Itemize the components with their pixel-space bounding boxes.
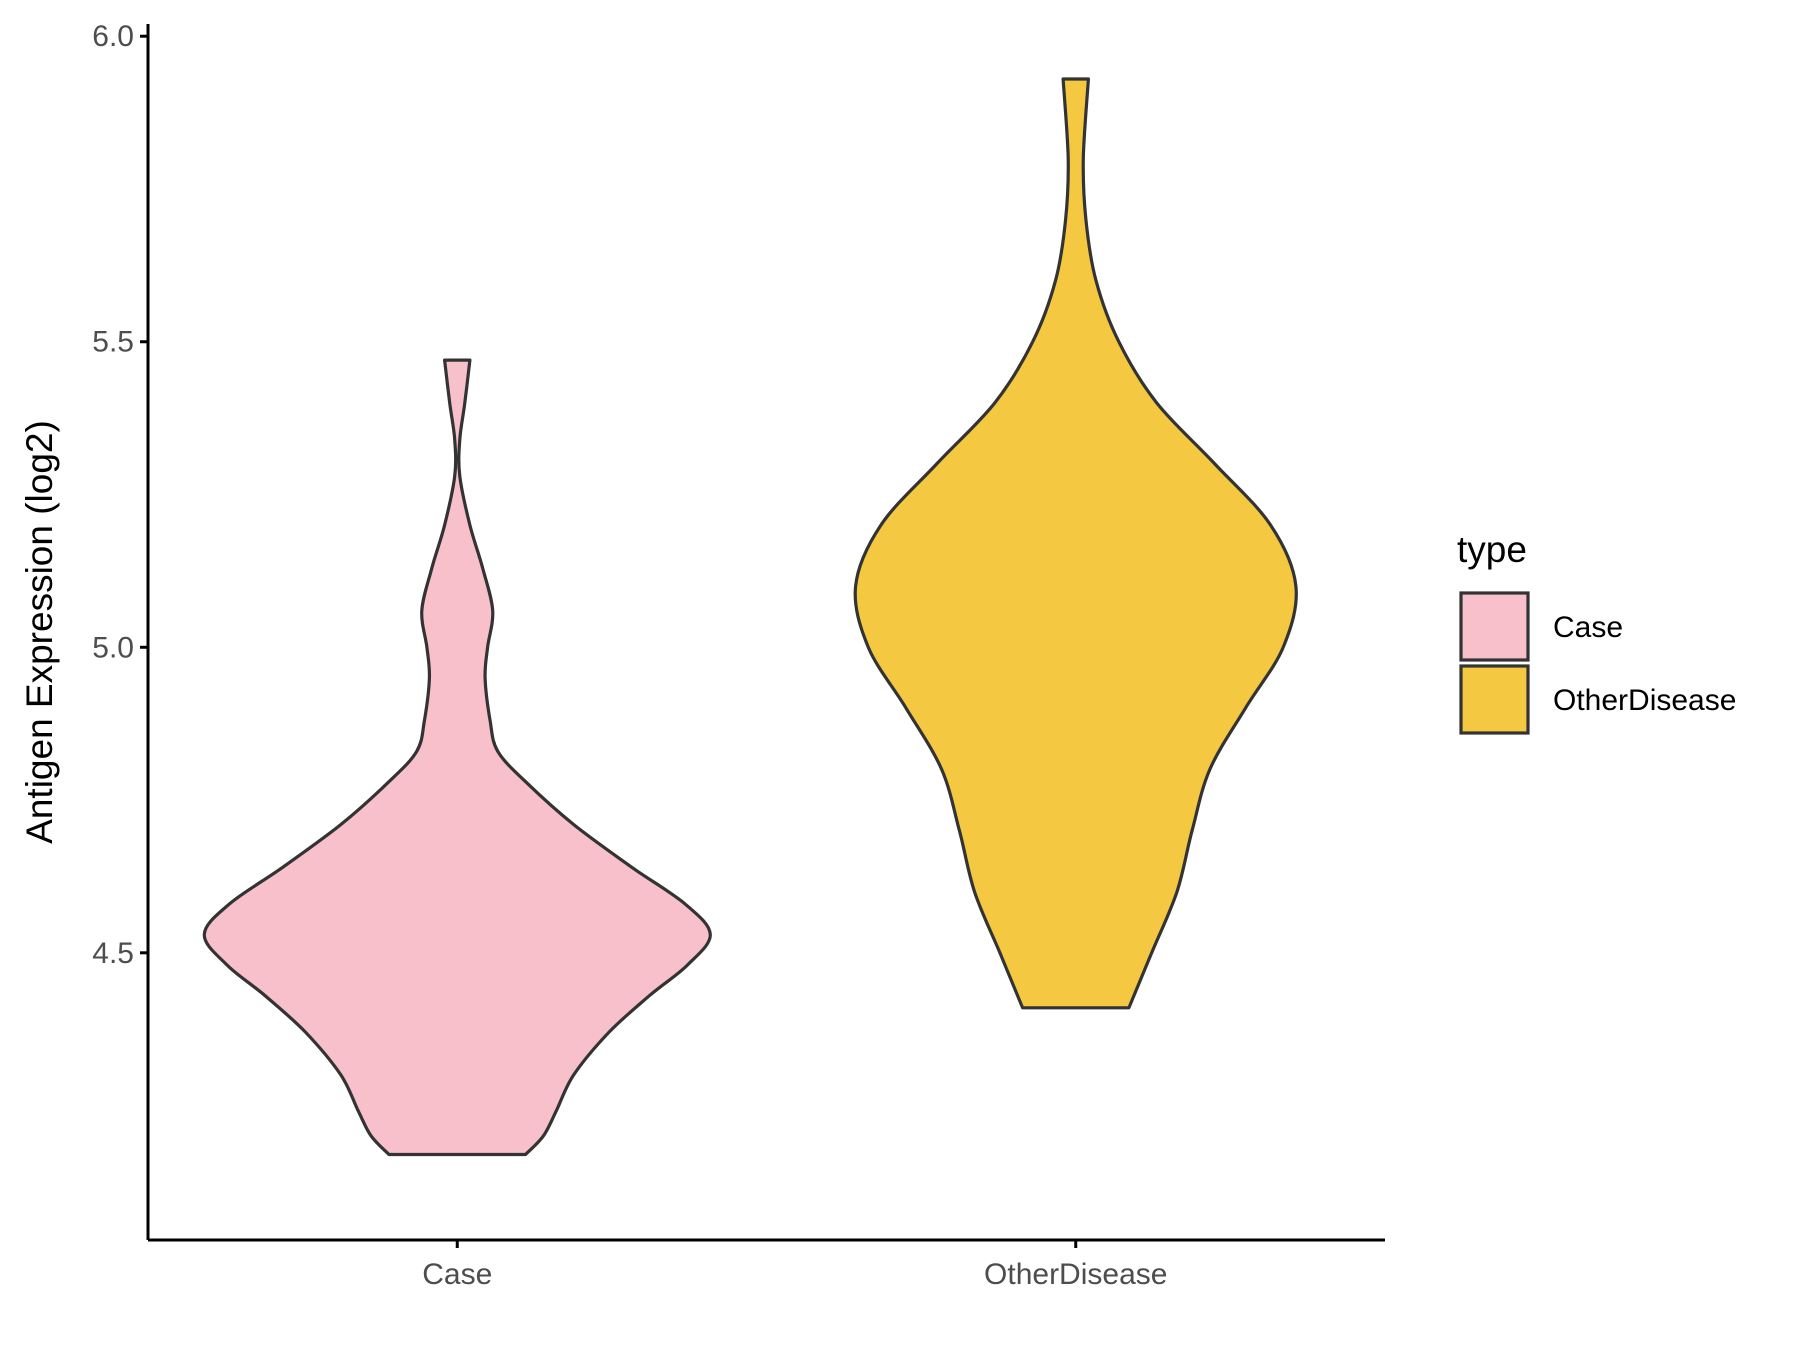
y-tick-label: 6.0 xyxy=(92,20,134,53)
legend-label-otherdisease: OtherDisease xyxy=(1553,684,1736,717)
violins-group xyxy=(202,77,1298,1157)
legend-title: type xyxy=(1457,529,1527,570)
legend: type Case OtherDisease xyxy=(1457,529,1736,735)
x-axis-ticks: Case OtherDisease xyxy=(422,1240,1167,1291)
y-tick-label: 5.5 xyxy=(92,326,134,359)
violin-otherdisease xyxy=(853,77,1298,1010)
legend-swatch-case xyxy=(1459,591,1530,662)
legend-swatch-otherdisease xyxy=(1459,664,1530,735)
x-tick-label: OtherDisease xyxy=(984,1258,1167,1291)
y-tick-label: 4.5 xyxy=(92,937,134,970)
legend-label-case: Case xyxy=(1553,611,1623,644)
y-axis-ticks: 4.5 5.0 5.5 6.0 xyxy=(92,20,148,970)
y-tick-label: 5.0 xyxy=(92,631,134,664)
violin-case xyxy=(202,358,712,1157)
x-tick-label: Case xyxy=(422,1258,492,1291)
y-axis-title: Antigen Expression (log2) xyxy=(19,420,60,844)
